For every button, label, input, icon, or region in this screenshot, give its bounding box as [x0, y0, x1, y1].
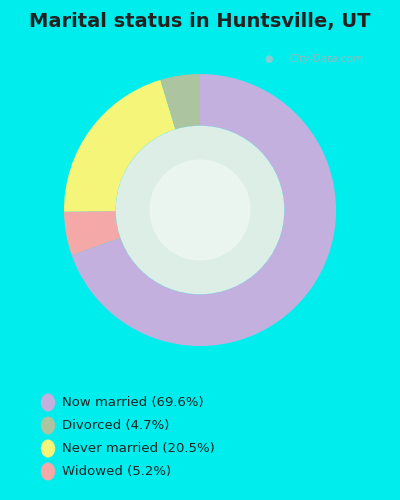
Wedge shape: [160, 74, 200, 130]
Text: Marital status in Huntsville, UT: Marital status in Huntsville, UT: [29, 12, 371, 32]
Text: Widowed (5.2%): Widowed (5.2%): [62, 465, 171, 478]
Circle shape: [150, 160, 250, 260]
Wedge shape: [72, 74, 336, 346]
Circle shape: [116, 126, 284, 294]
Text: Never married (20.5%): Never married (20.5%): [62, 442, 215, 455]
Wedge shape: [64, 211, 120, 256]
Text: City-Data.com: City-Data.com: [289, 54, 363, 64]
Text: Now married (69.6%): Now married (69.6%): [62, 396, 204, 409]
Text: Divorced (4.7%): Divorced (4.7%): [62, 419, 169, 432]
Wedge shape: [64, 80, 176, 212]
Text: ●: ●: [265, 54, 273, 64]
